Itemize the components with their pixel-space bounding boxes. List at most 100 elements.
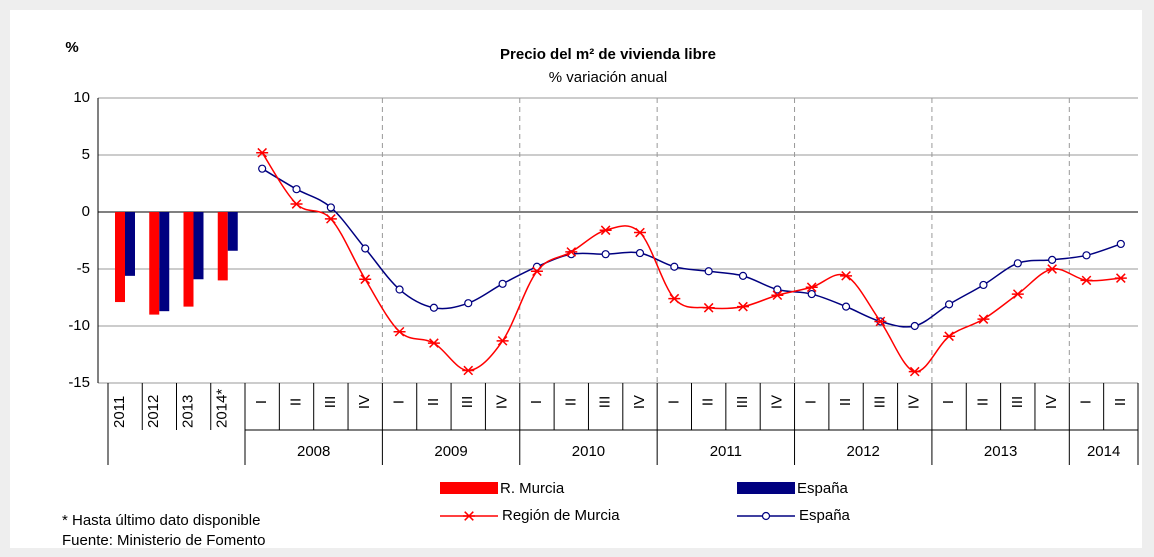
- year-label: 2012: [847, 443, 880, 460]
- legend-swatch: [440, 482, 498, 494]
- note: Fuente: Ministerio de Fomento: [62, 532, 265, 549]
- x-tick-label: IV: [768, 395, 785, 409]
- legend: [418, 476, 980, 531]
- bar: [217, 212, 228, 281]
- circle-marker: [773, 285, 782, 294]
- x-tick-label: II: [700, 398, 717, 406]
- x-tick-label: I: [391, 400, 408, 404]
- x-tick-label: III: [734, 396, 751, 409]
- legend-marker: [463, 511, 475, 521]
- x-tick-label: III: [459, 396, 476, 409]
- legend-label: España: [797, 480, 849, 497]
- bar: [193, 212, 204, 280]
- x-tick-label: I: [253, 400, 270, 404]
- star-marker: [874, 316, 887, 327]
- x-tick-label: IV: [631, 395, 648, 409]
- legend-label: Región de Murcia: [502, 507, 620, 524]
- star-marker: [530, 266, 543, 277]
- legend-swatch: [737, 482, 795, 494]
- circle-marker: [944, 300, 954, 309]
- circle-marker: [670, 262, 679, 271]
- y-tick-label: -10: [68, 317, 90, 334]
- circle-marker: [910, 321, 919, 331]
- circle-marker: [258, 164, 267, 173]
- bar: [183, 212, 194, 307]
- x-tick-label: IV: [356, 395, 373, 409]
- star-marker: [1114, 273, 1127, 283]
- star-marker: [599, 225, 612, 236]
- x-tick-label: IV: [906, 395, 923, 409]
- star-marker: [737, 301, 750, 312]
- year-label: 2009: [434, 443, 467, 460]
- bar: [149, 212, 160, 315]
- star-marker: [668, 293, 681, 304]
- star-marker: [256, 147, 269, 158]
- year-label: 2011: [710, 443, 742, 460]
- bar-category-label: 2012: [145, 395, 162, 428]
- y-tick-label: -5: [77, 260, 90, 277]
- star-marker: [840, 271, 853, 281]
- x-tick-label: II: [562, 398, 579, 406]
- star-marker: [427, 338, 440, 348]
- bar-category-label: 2011: [111, 396, 128, 428]
- circle-marker: [841, 302, 851, 311]
- circle-marker: [464, 299, 473, 308]
- x-tick-label: III: [871, 396, 888, 409]
- year-label: 2008: [297, 443, 330, 460]
- circle-marker: [704, 267, 713, 276]
- star-marker: [496, 335, 509, 346]
- circle-marker: [1082, 251, 1091, 260]
- x-tick-label: I: [1077, 400, 1094, 404]
- note: * Hasta último dato disponible: [62, 512, 260, 529]
- star-marker: [324, 214, 337, 224]
- circle-marker: [326, 203, 335, 212]
- circle-marker: [738, 271, 748, 280]
- x-tick-label: II: [1112, 398, 1129, 406]
- x-tick-label: II: [425, 398, 442, 406]
- x-tick-label: II: [837, 398, 854, 406]
- chart-subtitle: % variación anual: [549, 69, 667, 86]
- star-marker: [565, 247, 578, 257]
- x-tick-label: I: [528, 400, 545, 404]
- bar: [159, 212, 170, 312]
- x-tick-label: III: [597, 396, 614, 409]
- star-marker: [771, 290, 784, 301]
- x-tick-label: I: [665, 400, 682, 404]
- circle-marker: [1116, 239, 1125, 249]
- legend-label: España: [799, 507, 851, 524]
- circle-marker: [601, 250, 610, 259]
- y-tick-label: -15: [68, 374, 90, 391]
- star-marker: [462, 365, 475, 376]
- circle-marker: [979, 280, 988, 290]
- bar: [227, 212, 238, 251]
- circle-marker: [361, 244, 370, 253]
- bar: [125, 212, 135, 276]
- bar-category-label: 2014*: [214, 389, 231, 428]
- star-marker: [359, 274, 372, 285]
- star-marker: [1011, 289, 1024, 299]
- x-tick-label: IV: [1043, 395, 1060, 409]
- x-tick-label: I: [940, 400, 957, 404]
- x-tick-label: IV: [494, 395, 511, 409]
- x-tick-label: II: [974, 398, 991, 406]
- circle-marker: [1013, 259, 1022, 268]
- x-tick-label: III: [1009, 396, 1026, 409]
- y-tick-label: 5: [82, 146, 90, 163]
- circle-marker: [635, 248, 645, 258]
- star-marker: [977, 314, 990, 324]
- legend-label: R. Murcia: [500, 480, 565, 497]
- star-marker: [908, 366, 921, 377]
- star-marker: [633, 227, 646, 238]
- star-marker: [702, 302, 715, 313]
- circle-marker: [429, 303, 439, 312]
- x-tick-label: II: [287, 398, 304, 406]
- bar-category-label: 2013: [179, 395, 196, 428]
- y-axis-label: %: [65, 39, 78, 56]
- year-label: 2010: [572, 443, 605, 460]
- year-label: 2014: [1087, 443, 1120, 460]
- chart-title: Precio del m² de vivienda libre: [500, 46, 716, 63]
- year-label: 2013: [984, 443, 1017, 460]
- legend-marker: [761, 511, 771, 521]
- star-marker: [1046, 264, 1059, 274]
